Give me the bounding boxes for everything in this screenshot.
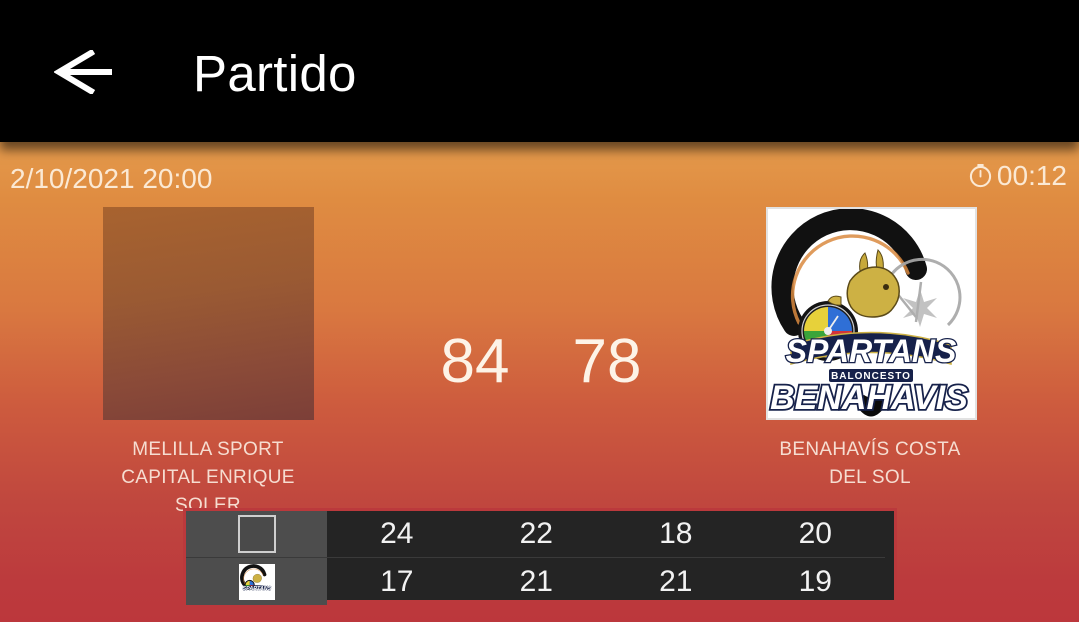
svg-text:SPARTANS: SPARTANS xyxy=(786,333,957,369)
svg-text:BENAHAVIS: BENAHAVIS xyxy=(770,379,968,417)
svg-text:SPARTANS: SPARTANS xyxy=(242,586,271,592)
